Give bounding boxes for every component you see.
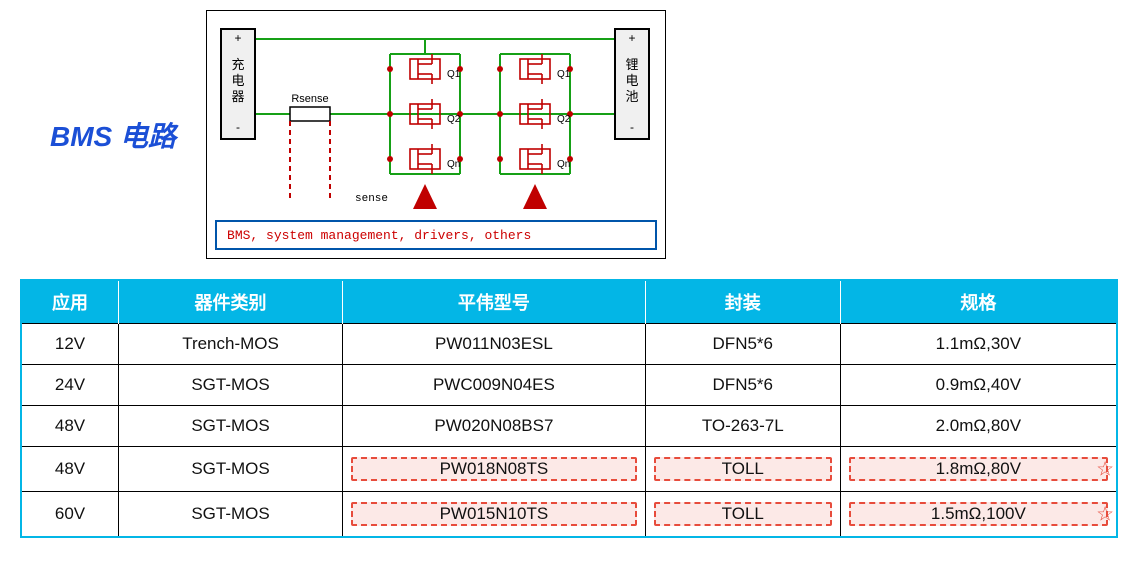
- diagram-caption: BMS, system management, drivers, others: [227, 228, 531, 243]
- table-body: 12VTrench-MOSPW011N03ESLDFN5*61.1mΩ,30V2…: [21, 324, 1117, 538]
- table-cell: 1.8mΩ,80V☆: [840, 447, 1117, 492]
- rsense: Rsense: [290, 93, 330, 121]
- page-title: BMS 电路: [50, 115, 176, 155]
- svg-text:电: 电: [232, 73, 245, 88]
- battery-block: + 锂 电 池 -: [615, 29, 649, 139]
- table-cell: DFN5*6: [645, 365, 840, 406]
- svg-text:电: 电: [626, 73, 639, 88]
- table-cell: PWC009N04ES: [343, 365, 646, 406]
- svg-text:Q1: Q1: [447, 69, 461, 80]
- table-row: 48VSGT-MOSPW020N08BS7TO-263-7L2.0mΩ,80V: [21, 406, 1117, 447]
- table-cell: PW020N08BS7: [343, 406, 646, 447]
- table-row: 24VSGT-MOSPWC009N04ESDFN5*60.9mΩ,40V: [21, 365, 1117, 406]
- table-cell: 0.9mΩ,40V: [840, 365, 1117, 406]
- table-cell: 1.1mΩ,30V: [840, 324, 1117, 365]
- svg-text:池: 池: [626, 89, 639, 104]
- charger-block: + 充 电 器 -: [221, 29, 255, 139]
- table-cell: PW018N08TS: [343, 447, 646, 492]
- table-cell: 48V: [21, 406, 119, 447]
- svg-text:Q2: Q2: [447, 114, 461, 125]
- table-cell: PW011N03ESL: [343, 324, 646, 365]
- star-icon: ☆: [1096, 457, 1114, 482]
- sense-label: sense: [355, 193, 388, 205]
- col-pkg: 封装: [645, 280, 840, 324]
- svg-text:Rsense: Rsense: [291, 93, 328, 105]
- table-cell: SGT-MOS: [119, 365, 343, 406]
- table-row: 60VSGT-MOSPW015N10TSTOLL1.5mΩ,100V☆: [21, 492, 1117, 538]
- table-cell: PW015N10TS: [343, 492, 646, 538]
- table-cell: 1.5mΩ,100V☆: [840, 492, 1117, 538]
- svg-text:Qn: Qn: [447, 159, 460, 170]
- diagram-caption-box: BMS, system management, drivers, others: [215, 220, 657, 250]
- table-cell: Trench-MOS: [119, 324, 343, 365]
- table-cell: TOLL: [645, 447, 840, 492]
- svg-text:+: +: [629, 31, 636, 45]
- svg-text:Q1: Q1: [557, 69, 571, 80]
- table-cell: SGT-MOS: [119, 447, 343, 492]
- table-cell: 60V: [21, 492, 119, 538]
- table-cell: TOLL: [645, 492, 840, 538]
- table-cell: SGT-MOS: [119, 492, 343, 538]
- table-cell: SGT-MOS: [119, 406, 343, 447]
- bms-circuit-diagram: + 充 电 器 - + 锂 电 池 - Rsense: [206, 10, 666, 259]
- table-row: 48VSGT-MOSPW018N08TSTOLL1.8mΩ,80V☆: [21, 447, 1117, 492]
- svg-text:锂: 锂: [626, 57, 639, 72]
- table-header-row: 应用 器件类别 平伟型号 封装 规格: [21, 280, 1117, 324]
- table-cell: TO-263-7L: [645, 406, 840, 447]
- svg-text:-: -: [236, 120, 240, 134]
- col-part: 平伟型号: [343, 280, 646, 324]
- table-cell: DFN5*6: [645, 324, 840, 365]
- table-cell: 12V: [21, 324, 119, 365]
- svg-text:+: +: [235, 31, 242, 45]
- star-icon: ☆: [1096, 502, 1114, 527]
- table-cell: 2.0mΩ,80V: [840, 406, 1117, 447]
- table-cell: 24V: [21, 365, 119, 406]
- svg-text:Qn: Qn: [557, 159, 570, 170]
- table-row: 12VTrench-MOSPW011N03ESLDFN5*61.1mΩ,30V: [21, 324, 1117, 365]
- col-app: 应用: [21, 280, 119, 324]
- spec-table: 应用 器件类别 平伟型号 封装 规格 12VTrench-MOSPW011N03…: [20, 279, 1118, 538]
- circuit-svg: + 充 电 器 - + 锂 电 池 - Rsense: [215, 19, 655, 214]
- top-row: BMS 电路: [20, 10, 1118, 259]
- col-type: 器件类别: [119, 280, 343, 324]
- svg-text:器: 器: [232, 89, 245, 104]
- svg-text:Q2: Q2: [557, 114, 571, 125]
- col-spec: 规格: [840, 280, 1117, 324]
- table-cell: 48V: [21, 447, 119, 492]
- svg-text:-: -: [630, 120, 634, 134]
- charger-label-1: 充: [232, 57, 245, 72]
